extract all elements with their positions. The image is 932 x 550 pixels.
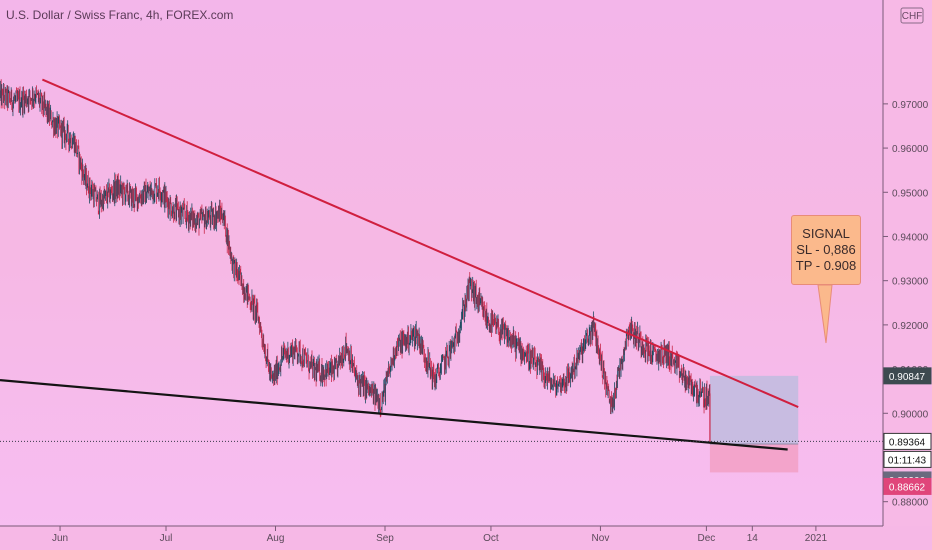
signal-title: SIGNAL [802, 226, 850, 241]
price-tick-label: 0.97000 [892, 100, 929, 111]
date-tick-label: Jun [52, 533, 68, 544]
last-price-label-bg [883, 432, 932, 450]
countdown-price-label: 01:11:43 [888, 455, 927, 466]
currency-label: CHF [902, 11, 923, 22]
target-price-label: 0.90847 [889, 372, 926, 383]
price-tick-label: 0.88000 [892, 498, 929, 509]
price-tick-label: 0.94000 [892, 232, 929, 243]
price-tick-label: 0.95000 [892, 188, 929, 199]
last-price-label: 0.89364 [889, 437, 926, 448]
resistance-trendline[interactable] [41, 78, 799, 409]
candles-layer [0, 79, 711, 444]
time-axis-background[interactable] [0, 526, 932, 550]
stop-price-label-bg [883, 477, 932, 495]
date-tick-label: Aug [267, 533, 285, 544]
signal-take-profit: TP - 0.908 [795, 258, 857, 273]
stop-price-label: 0.88662 [889, 482, 926, 493]
target-price-label-bg [883, 367, 932, 385]
trendlines-layer [0, 78, 883, 451]
date-tick-label: Sep [376, 533, 394, 544]
date-tick-label: 14 [747, 533, 759, 544]
price-tick-label: 0.93000 [892, 277, 929, 288]
date-tick-label: Jul [160, 533, 173, 544]
date-tick-label: Dec [698, 533, 716, 544]
currency-label-frame [900, 7, 924, 24]
date-tick-label: 2021 [805, 533, 828, 544]
signal-pointer [817, 284, 833, 344]
symbol-label: U.S. Dollar / Swiss Franc, 4h, FOREX.com [6, 8, 234, 22]
countdown-price-label-bg [883, 450, 932, 468]
price-tick-label: 0.92000 [892, 321, 929, 332]
take-profit-zone[interactable] [709, 375, 799, 444]
support-trendline[interactable] [0, 379, 788, 451]
date-tick-label: Nov [592, 533, 610, 544]
signal-stop-loss: SL - 0,886 [796, 242, 856, 257]
price-tick-label: 0.90000 [892, 409, 929, 420]
price-tick-label: 0.96000 [892, 144, 929, 155]
date-tick-label: Oct [483, 533, 499, 544]
signal-callout: SIGNAL SL - 0,886 TP - 0.908 [791, 215, 861, 285]
